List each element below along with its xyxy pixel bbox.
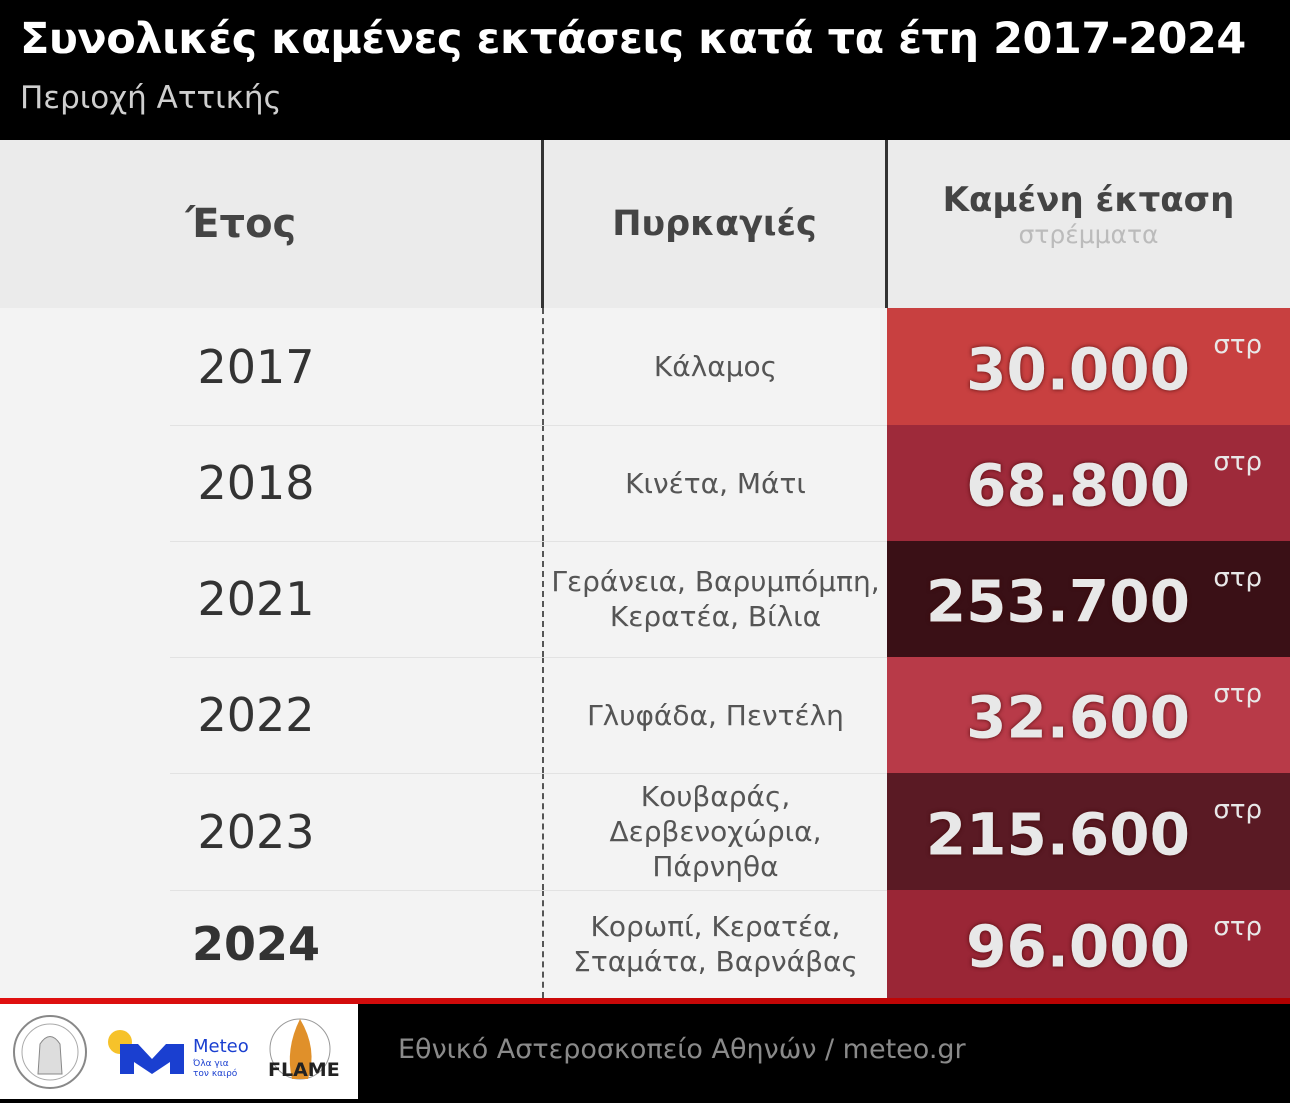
meteo-logo: Meteo Όλα για τον καιρό: [108, 1030, 249, 1079]
burned-area-unit: στρ: [1213, 330, 1262, 360]
column-divider: [885, 140, 888, 308]
svg-text:Όλα για: Όλα για: [192, 1058, 229, 1069]
fires-cell: Κάλαμος: [542, 308, 887, 425]
source-credit: Εθνικό Αστεροσκοπείο Αθηνών / meteo.gr: [398, 1034, 966, 1065]
fires-cell: Κορωπί, Κερατέα, Σταμάτα, Βαρνάβας: [542, 890, 887, 998]
burned-area-unit: στρ: [1213, 563, 1262, 593]
column-header-area: Καμένη έκταση στρέμματα: [887, 140, 1290, 308]
fires-cell: Γεράνεια, Βαρυμπόμπη, Κερατέα, Βίλια: [542, 541, 887, 657]
column-header-fires-label: Πυρκαγιές: [612, 204, 817, 244]
table-row: 2022 Γλυφάδα, Πεντέλη 32.600 στρ: [0, 657, 1290, 773]
data-table: Έτος Πυρκαγιές Καμένη έκταση στρέμματα 2…: [0, 140, 1290, 998]
logos: Meteo Όλα για τον καιρό FLAME: [13, 1015, 340, 1089]
burned-area-cell: 30.000 στρ: [887, 308, 1290, 425]
burned-area-unit: στρ: [1213, 912, 1262, 942]
burned-area-value: 96.000: [966, 912, 1190, 981]
row-divider: [170, 890, 887, 891]
table-row: 2018 Κινέτα, Μάτι 68.800 στρ: [0, 425, 1290, 541]
burned-area-unit: στρ: [1213, 679, 1262, 709]
svg-text:FLAME: FLAME: [268, 1059, 340, 1081]
year-cell: 2023: [197, 804, 315, 859]
row-divider: [170, 773, 887, 774]
meteo-logo-text: Meteo: [193, 1036, 249, 1057]
row-divider: [170, 425, 887, 426]
svg-text:τον καιρό: τον καιρό: [193, 1068, 238, 1079]
fires-cell: Γλυφάδα, Πεντέλη: [542, 657, 887, 773]
column-header-fires: Πυρκαγιές: [542, 140, 887, 308]
column-header-year-label: Έτος: [185, 201, 297, 247]
year-cell: 2017: [197, 339, 315, 394]
header: Συνολικές καμένες εκτάσεις κατά τα έτη 2…: [0, 0, 1290, 140]
page-subtitle: Περιοχή Αττικής: [20, 80, 282, 116]
burned-area-cell: 215.600 στρ: [887, 773, 1290, 890]
row-divider: [170, 657, 887, 658]
table-row: 2023 Κουβαράς, Δερβενοχώρια, Πάρνηθα 215.6…: [0, 773, 1290, 890]
page-title: Συνολικές καμένες εκτάσεις κατά τα έτη 2…: [20, 14, 1246, 64]
burned-area-cell: 253.700 στρ: [887, 541, 1290, 657]
year-cell: 2024: [191, 917, 321, 971]
column-header-year: Έτος: [0, 140, 542, 308]
burned-area-unit: στρ: [1213, 447, 1262, 477]
row-divider: [170, 541, 887, 542]
table-row: 2017 Κάλαμος 30.000 στρ: [0, 308, 1290, 425]
burned-area-value: 215.600: [925, 800, 1190, 869]
fires-cell: Κουβαράς, Δερβενοχώρια, Πάρνηθα: [542, 773, 887, 890]
column-header-area-label: Καμένη έκταση: [942, 179, 1235, 220]
burned-area-value: 32.600: [966, 683, 1190, 752]
column-header-area-unit: στρέμματα: [1018, 219, 1159, 249]
logo-panel: Meteo Όλα για τον καιρό FLAME: [0, 1004, 358, 1099]
burned-area-cell: 68.800 στρ: [887, 425, 1290, 541]
burned-area-value: 68.800: [966, 451, 1190, 520]
year-cell: 2021: [197, 572, 315, 626]
fires-cell: Κινέτα, Μάτι: [542, 425, 887, 541]
accent-line: [0, 998, 1290, 1004]
year-cell: 2018: [197, 456, 315, 510]
burned-area-value: 253.700: [925, 567, 1190, 636]
burned-area-cell: 32.600 στρ: [887, 657, 1290, 773]
burned-area-cell: 96.000 στρ: [887, 890, 1290, 998]
column-divider: [541, 140, 544, 308]
burned-area-value: 30.000: [966, 335, 1190, 404]
observatory-seal-logo: [13, 1015, 87, 1089]
burned-area-unit: στρ: [1213, 795, 1262, 825]
table-row: 2024 Κορωπί, Κερατέα, Σταμάτα, Βαρνάβας 96…: [0, 890, 1290, 998]
table-row: 2021 Γεράνεια, Βαρυμπόμπη, Κερατέα, Βίλια…: [0, 541, 1290, 657]
flame-logo: FLAME: [268, 1018, 340, 1081]
year-cell: 2022: [197, 688, 315, 742]
